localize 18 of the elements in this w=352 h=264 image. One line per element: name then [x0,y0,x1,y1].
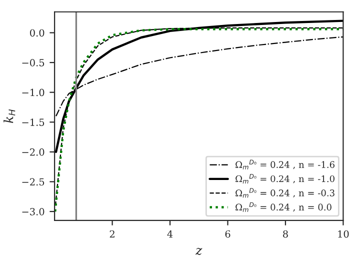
y-tick-label: −0.5 [22,59,44,66]
legend-label: Ω$_{m}$$^{D₀}$ = 0.24 , n = 0.0 [236,202,332,212]
y-tick-label: 0.0 [30,29,44,37]
y-tick-label: −3.0 [22,208,44,216]
x-tick-label: 8 [283,230,288,238]
x-tick-label: 4 [167,230,173,238]
x-axis-title: z [195,248,202,255]
y-tick-label: −2.5 [22,178,44,186]
x-tick-label: 10 [338,230,349,238]
y-tick-label: −2.0 [22,148,44,156]
x-tick-label: 6 [225,230,230,238]
legend-label: Ω$_{m}$$^{D₀}$ = 0.24 , n = -1.6 [236,160,334,170]
legend-label: Ω$_{m}$$^{D₀}$ = 0.24 , n = -0.3 [236,188,334,198]
y-tick-label: −1.0 [22,88,44,96]
y-tick-label: −1.5 [22,118,44,126]
y-axis-title: k$_{H}$ [4,109,16,123]
x-tick-label: 2 [110,230,114,238]
legend-label: Ω$_{m}$$^{D₀}$ = 0.24 , n = -1.0 [236,174,334,184]
